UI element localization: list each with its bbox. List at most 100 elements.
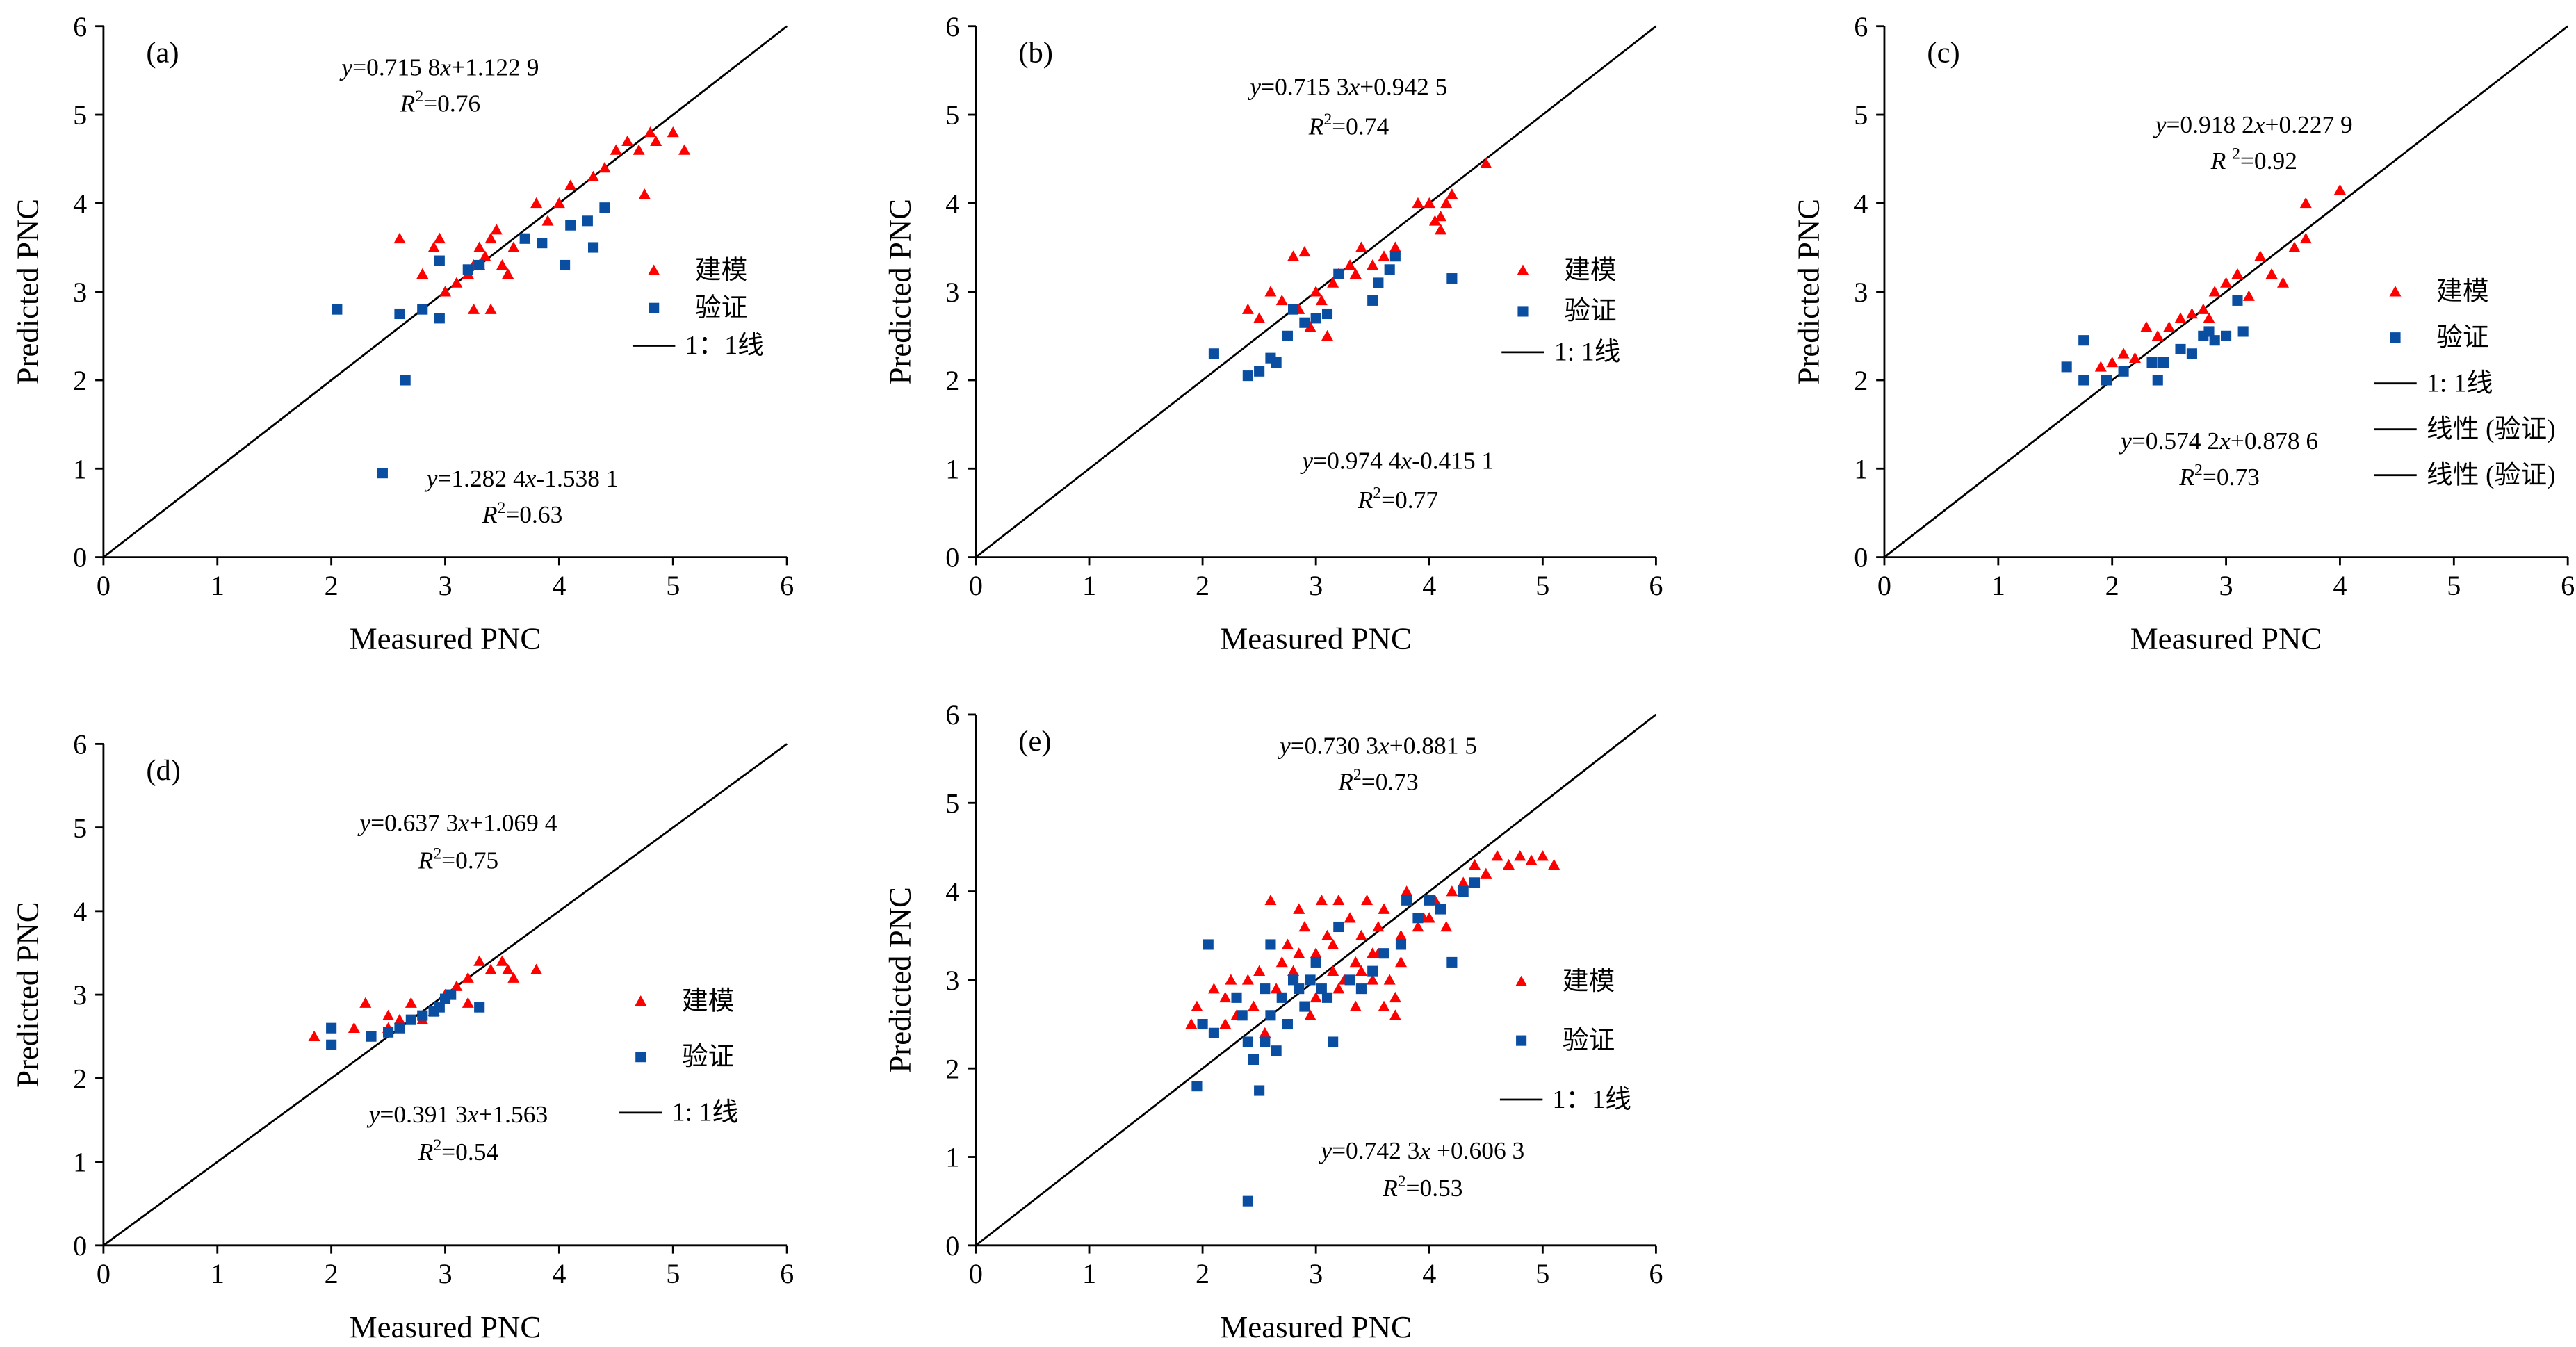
data-point-triangle xyxy=(1259,1027,1271,1038)
data-point-triangle xyxy=(1304,1009,1316,1020)
r-squared-label: R2=0.75 xyxy=(418,844,498,874)
data-point-square xyxy=(560,259,571,271)
legend-label: 验证 xyxy=(1564,297,1617,326)
legend-label: 1: 1线 xyxy=(672,1098,739,1127)
data-point-triangle xyxy=(462,972,474,983)
data-point-triangle xyxy=(1378,1000,1390,1011)
data-point-triangle xyxy=(479,250,491,261)
data-point-square xyxy=(2078,335,2089,346)
data-point-square xyxy=(446,989,457,1000)
data-point-triangle xyxy=(1191,1000,1203,1011)
data-point-triangle xyxy=(427,241,440,252)
x-axis-title: Measured PNC xyxy=(1220,621,1412,656)
data-point-square xyxy=(326,1022,337,1034)
data-point-triangle xyxy=(1275,956,1288,968)
data-point-triangle xyxy=(2254,250,2267,261)
data-point-square xyxy=(1191,1081,1203,1092)
data-point-triangle xyxy=(2299,232,2312,244)
r-squared-label: R2=0.77 xyxy=(1358,484,1438,514)
regression-equation: y=0.391 3x+1.563 xyxy=(367,1100,548,1128)
data-point-triangle xyxy=(1344,259,1356,270)
panel-label: (c) xyxy=(1927,37,1959,70)
data-point-square xyxy=(1446,956,1458,968)
data-point-square xyxy=(2101,375,2112,386)
x-tick-label: 4 xyxy=(552,1258,566,1289)
data-point-square xyxy=(1446,273,1458,284)
data-point-triangle xyxy=(359,997,372,1008)
data-point-square xyxy=(1282,1018,1293,1030)
legend-label: 验证 xyxy=(682,1043,735,1072)
data-point-triangle xyxy=(496,259,508,270)
x-tick-label: 1 xyxy=(1082,1258,1096,1289)
data-point-square xyxy=(1305,974,1316,986)
data-point-triangle xyxy=(1440,921,1453,932)
data-point-triangle xyxy=(502,963,514,974)
series-validation xyxy=(2061,295,2249,386)
data-point-triangle xyxy=(1327,938,1339,949)
y-tick-label: 5 xyxy=(73,813,87,844)
data-point-square xyxy=(1237,1010,1248,1021)
x-tick-label: 0 xyxy=(969,570,983,601)
data-point-square xyxy=(1208,1027,1219,1038)
data-point-square xyxy=(326,1039,337,1050)
data-point-triangle xyxy=(1480,157,1492,168)
x-tick-label: 1 xyxy=(1082,570,1096,601)
data-point-square xyxy=(1378,948,1389,959)
r-squared-label: R2=0.73 xyxy=(2178,462,2259,491)
data-point-triangle xyxy=(1412,921,1424,932)
data-point-triangle xyxy=(484,232,497,244)
y-axis-title: Predicted PNC xyxy=(10,901,44,1087)
data-point-square xyxy=(1321,992,1333,1003)
x-axis-title: Measured PNC xyxy=(350,1309,541,1344)
data-point-square xyxy=(1355,983,1367,995)
data-point-triangle xyxy=(2140,321,2153,332)
legend-label: 1: 1线 xyxy=(2427,369,2493,398)
y-tick-label: 0 xyxy=(945,542,959,573)
data-point-square xyxy=(405,1014,416,1025)
data-point-square xyxy=(1310,313,1321,324)
x-axis-title: Measured PNC xyxy=(1220,1309,1412,1344)
data-point-triangle xyxy=(1298,245,1311,257)
y-axis-title: Predicted PNC xyxy=(882,199,917,384)
data-point-square xyxy=(1389,251,1401,262)
data-point-square xyxy=(1260,983,1271,995)
data-point-square xyxy=(1333,268,1344,279)
legend-label: 线性 (验证) xyxy=(2427,461,2556,490)
data-point-triangle xyxy=(1446,885,1458,897)
data-point-triangle xyxy=(2288,241,2301,252)
data-point-triangle xyxy=(2128,352,2141,363)
data-point-triangle xyxy=(564,179,577,190)
data-point-triangle xyxy=(496,955,508,966)
data-point-triangle xyxy=(1315,294,1328,306)
data-point-square xyxy=(519,233,530,244)
data-point-square xyxy=(1208,348,1219,359)
data-point-triangle xyxy=(1287,250,1300,261)
legend-label: 建模 xyxy=(682,986,735,1015)
data-point-triangle xyxy=(1275,294,1288,306)
data-point-triangle xyxy=(507,241,520,252)
data-point-triangle xyxy=(1253,312,1266,323)
data-point-triangle xyxy=(1435,210,1447,222)
x-tick-label: 5 xyxy=(666,570,680,601)
regression-equation: y=0.918 2x+0.227 9 xyxy=(2153,111,2353,138)
y-tick-label: 6 xyxy=(1854,11,1868,42)
chart-panel-2: 00 1 1 2 2 3 3 4 4 5 5 6 6 Measured PNC Predicted PNC (… xyxy=(882,11,1663,656)
data-point-square xyxy=(1395,939,1407,950)
r-squared-label: R 2=0.92 xyxy=(2210,145,2297,174)
data-point-triangle xyxy=(2220,277,2233,288)
x-tick-label: 4 xyxy=(1422,1258,1436,1289)
x-tick-label: 0 xyxy=(969,1258,983,1289)
panel-label: (d) xyxy=(146,754,181,787)
legend-marker-triangle xyxy=(648,264,660,275)
data-point-square xyxy=(1203,939,1214,950)
data-point-triangle xyxy=(1480,867,1492,879)
data-point-triangle xyxy=(1310,991,1322,1003)
y-tick-label: 4 xyxy=(945,876,959,908)
data-point-triangle xyxy=(2106,357,2119,368)
data-point-square xyxy=(2237,326,2249,337)
data-point-triangle xyxy=(1412,197,1424,209)
data-point-square xyxy=(434,313,445,324)
chart-panel-5: 00 1 1 2 2 3 3 4 4 5 5 6 6 Measured PNC Predicted PNC (… xyxy=(882,699,1663,1344)
x-tick-label: 6 xyxy=(780,570,794,601)
